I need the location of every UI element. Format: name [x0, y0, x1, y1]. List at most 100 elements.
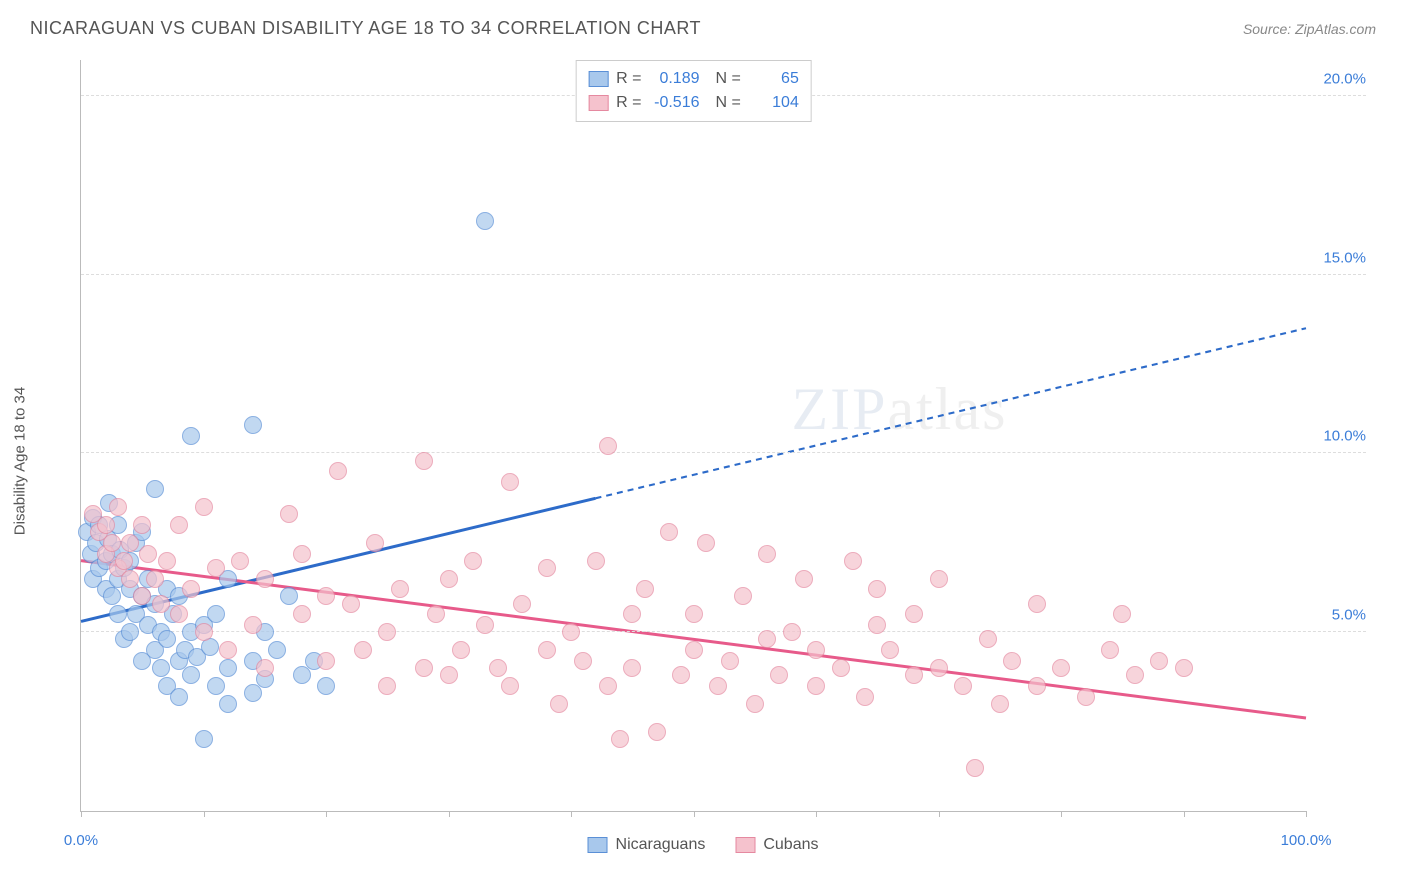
data-point	[317, 652, 335, 670]
data-point	[1101, 641, 1119, 659]
source-label: Source: ZipAtlas.com	[1243, 21, 1376, 37]
data-point	[905, 666, 923, 684]
stat-r-value: 0.189	[650, 67, 700, 91]
data-point	[219, 695, 237, 713]
data-point	[685, 605, 703, 623]
data-point	[219, 659, 237, 677]
data-point	[538, 559, 556, 577]
series-swatch	[588, 71, 608, 87]
data-point	[844, 552, 862, 570]
data-point	[158, 552, 176, 570]
x-tick	[571, 811, 572, 817]
data-point	[146, 570, 164, 588]
data-point	[121, 534, 139, 552]
stat-n-label: N =	[716, 67, 741, 91]
legend-label: Nicaraguans	[616, 836, 706, 854]
data-point	[378, 677, 396, 695]
x-tick	[326, 811, 327, 817]
data-point	[476, 212, 494, 230]
data-point	[1126, 666, 1144, 684]
data-point	[170, 516, 188, 534]
data-point	[256, 570, 274, 588]
data-point	[856, 688, 874, 706]
x-tick-label: 100.0%	[1281, 832, 1332, 849]
gridline	[81, 452, 1366, 453]
legend-item: Nicaraguans	[588, 836, 706, 854]
y-axis-label: Disability Age 18 to 34	[12, 387, 29, 535]
data-point	[636, 580, 654, 598]
x-tick	[1061, 811, 1062, 817]
data-point	[868, 616, 886, 634]
data-point	[182, 666, 200, 684]
data-point	[256, 659, 274, 677]
stat-r-label: R =	[616, 67, 641, 91]
legend-label: Cubans	[763, 836, 818, 854]
data-point	[1150, 652, 1168, 670]
data-point	[599, 677, 617, 695]
trend-lines-layer	[81, 60, 1306, 811]
legend-swatch	[588, 837, 608, 853]
data-point	[599, 437, 617, 455]
data-point	[954, 677, 972, 695]
data-point	[139, 545, 157, 563]
data-point	[121, 623, 139, 641]
x-tick	[816, 811, 817, 817]
data-point	[280, 587, 298, 605]
chart-container: Disability Age 18 to 34 ZIPatlas R =0.18…	[30, 50, 1376, 872]
data-point	[293, 666, 311, 684]
gridline	[81, 274, 1366, 275]
data-point	[697, 534, 715, 552]
data-point	[1113, 605, 1131, 623]
data-point	[538, 641, 556, 659]
data-point	[905, 605, 923, 623]
chart-title: NICARAGUAN VS CUBAN DISABILITY AGE 18 TO…	[30, 18, 701, 39]
stat-r-value: -0.516	[650, 91, 700, 115]
stats-row: R =0.189N =65	[588, 67, 799, 91]
data-point	[329, 462, 347, 480]
data-point	[415, 659, 433, 677]
data-point	[868, 580, 886, 598]
x-tick	[694, 811, 695, 817]
data-point	[317, 587, 335, 605]
data-point	[966, 759, 984, 777]
data-point	[587, 552, 605, 570]
y-tick-label: 15.0%	[1311, 249, 1366, 266]
data-point	[611, 730, 629, 748]
data-point	[758, 630, 776, 648]
data-point	[244, 416, 262, 434]
y-tick-label: 10.0%	[1311, 428, 1366, 445]
data-point	[734, 587, 752, 605]
data-point	[170, 688, 188, 706]
watermark: ZIPatlas	[792, 375, 1008, 444]
data-point	[268, 641, 286, 659]
data-point	[1003, 652, 1021, 670]
data-point	[207, 677, 225, 695]
data-point	[158, 630, 176, 648]
x-tick-label: 0.0%	[64, 832, 98, 849]
data-point	[881, 641, 899, 659]
data-point	[476, 616, 494, 634]
data-point	[1077, 688, 1095, 706]
data-point	[770, 666, 788, 684]
data-point	[109, 498, 127, 516]
data-point	[121, 570, 139, 588]
data-point	[930, 570, 948, 588]
legend-item: Cubans	[735, 836, 818, 854]
data-point	[574, 652, 592, 670]
data-point	[832, 659, 850, 677]
data-point	[293, 605, 311, 623]
data-point	[685, 641, 703, 659]
data-point	[746, 695, 764, 713]
x-tick	[81, 811, 82, 817]
data-point	[182, 427, 200, 445]
data-point	[244, 684, 262, 702]
data-point	[440, 570, 458, 588]
data-point	[366, 534, 384, 552]
stat-r-label: R =	[616, 91, 641, 115]
x-tick	[939, 811, 940, 817]
x-tick	[1306, 811, 1307, 817]
x-tick	[1184, 811, 1185, 817]
x-tick	[204, 811, 205, 817]
data-point	[133, 587, 151, 605]
data-point	[103, 587, 121, 605]
